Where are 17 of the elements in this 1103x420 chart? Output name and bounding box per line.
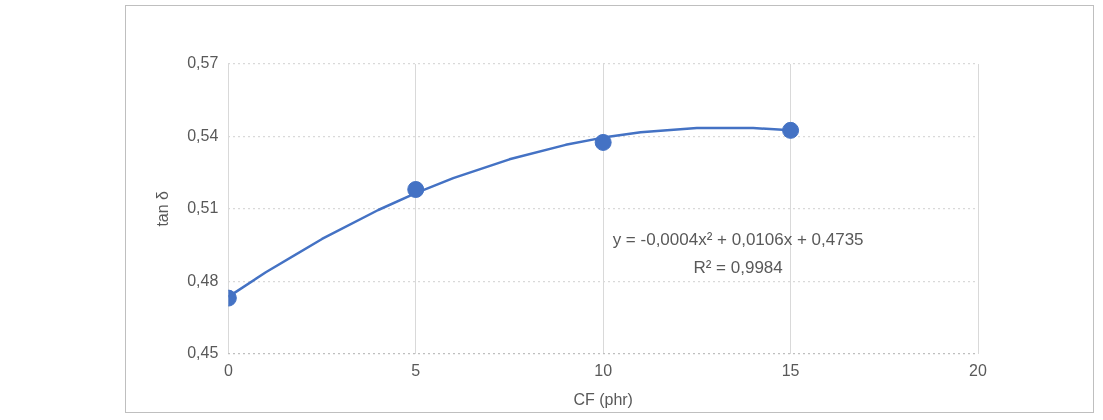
y-tick-label: 0,48 bbox=[187, 271, 219, 289]
x-tick-label: 15 bbox=[781, 361, 800, 379]
x-tick-label: 20 bbox=[969, 361, 987, 379]
y-tick-label: 0,54 bbox=[187, 126, 219, 144]
y-tick-label: 0,45 bbox=[187, 344, 219, 362]
x-tick-label: 5 bbox=[411, 361, 421, 379]
y-axis-title: tan δ bbox=[154, 190, 172, 227]
point bbox=[782, 121, 800, 139]
x-tick-label: 0 bbox=[223, 361, 233, 379]
point bbox=[594, 133, 612, 151]
y-tick-label: 0,51 bbox=[187, 199, 219, 217]
x-axis-title: CF (phr) bbox=[573, 390, 633, 408]
annotation: y = -0,0004x² + 0,0106x + 0,4735 bbox=[612, 230, 864, 250]
x-tick-label: 10 bbox=[594, 361, 613, 379]
annotation: R² = 0,9984 bbox=[693, 258, 783, 278]
y-tick-label: 0,57 bbox=[187, 54, 219, 72]
point bbox=[407, 180, 425, 198]
